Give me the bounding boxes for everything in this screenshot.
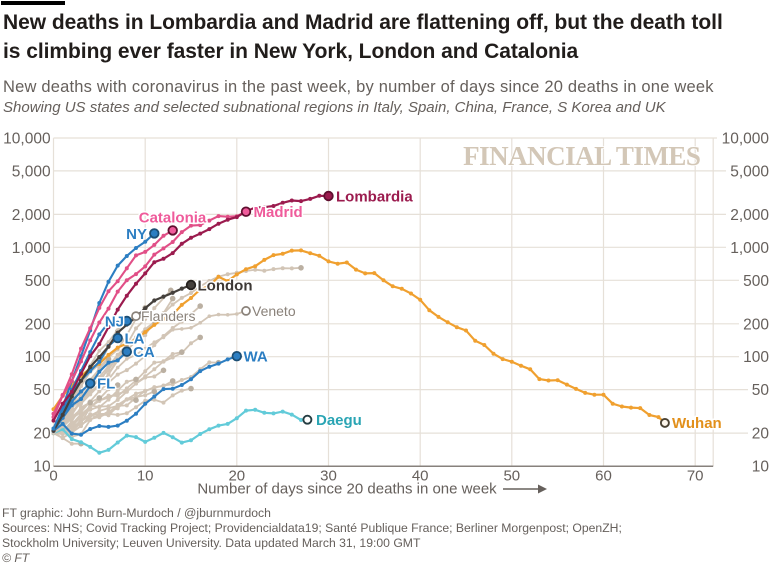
svg-text:60: 60 [595,468,612,485]
svg-text:20: 20 [33,426,51,443]
svg-text:10,000: 10,000 [722,131,770,148]
svg-text:Madrid: Madrid [254,204,303,221]
svg-text:FINANCIAL TIMES: FINANCIAL TIMES [463,141,700,171]
svg-text:NJ: NJ [105,314,124,331]
svg-text:WA: WA [244,348,268,365]
svg-text:500: 500 [25,273,51,290]
svg-text:2,000: 2,000 [730,207,769,224]
svg-text:40: 40 [412,468,429,485]
svg-text:20: 20 [228,468,245,485]
svg-text:1,000: 1,000 [730,240,769,257]
svg-text:FL: FL [97,376,115,393]
svg-text:5,000: 5,000 [730,163,769,180]
svg-text:2,000: 2,000 [12,207,51,224]
svg-text:10: 10 [137,468,154,485]
svg-text:50: 50 [752,382,770,399]
svg-text:500: 500 [743,273,769,290]
svg-text:0: 0 [49,468,57,485]
svg-text:Number of days since 20 deaths: Number of days since 20 deaths in one we… [197,481,497,498]
svg-text:200: 200 [743,316,769,333]
svg-text:5,000: 5,000 [12,163,51,180]
svg-text:30: 30 [320,468,337,485]
svg-text:LA: LA [125,330,145,347]
svg-text:Lombardia: Lombardia [336,189,413,206]
svg-text:10: 10 [752,459,770,476]
svg-text:Wuhan: Wuhan [672,415,722,432]
svg-text:100: 100 [25,349,51,366]
svg-text:Flanders: Flanders [141,308,195,324]
svg-text:10: 10 [33,459,51,476]
svg-text:20: 20 [752,426,770,443]
svg-text:CA: CA [133,344,155,361]
svg-text:Daegu: Daegu [316,412,362,429]
svg-text:50: 50 [503,468,520,485]
svg-text:100: 100 [743,349,769,366]
svg-text:70: 70 [687,468,704,485]
svg-text:Veneto: Veneto [252,303,296,319]
svg-text:50: 50 [33,382,51,399]
svg-text:1,000: 1,000 [12,240,51,257]
svg-text:10,000: 10,000 [3,131,51,148]
svg-text:NY: NY [126,226,147,243]
svg-text:London: London [198,278,253,295]
svg-text:200: 200 [25,316,51,333]
svg-text:Catalonia: Catalonia [139,210,207,227]
